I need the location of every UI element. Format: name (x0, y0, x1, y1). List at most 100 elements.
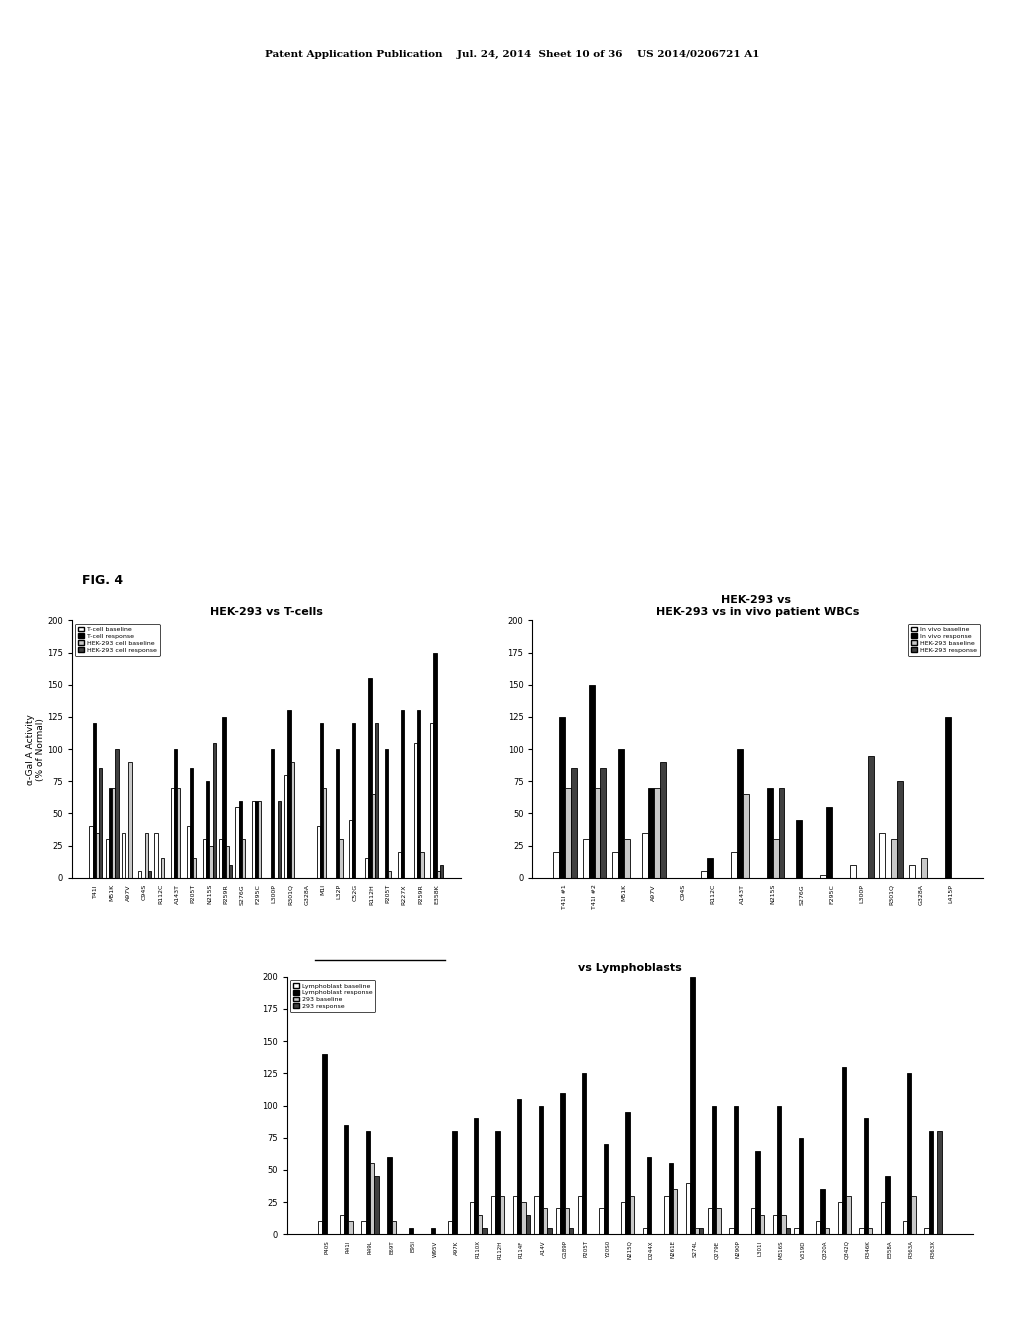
Title: HEK-293 vs ​in​ ​vivo​ patient WBCs: HEK-293 vs ​in​ ​vivo​ patient WBCs (656, 607, 859, 616)
Bar (414, 743, 417, 878)
Bar (171, 788, 174, 878)
Bar (500, 1196, 504, 1234)
Bar (323, 1053, 327, 1234)
Bar (868, 1228, 872, 1234)
Bar (945, 717, 950, 878)
Bar (826, 807, 831, 878)
Bar (397, 853, 401, 878)
Bar (648, 788, 654, 878)
Bar (122, 833, 125, 878)
Bar (937, 1131, 942, 1234)
Bar (642, 833, 648, 878)
Bar (225, 846, 229, 878)
Bar (316, 826, 319, 878)
Bar (583, 840, 589, 878)
Bar (731, 853, 737, 878)
Bar (474, 1118, 478, 1234)
Bar (190, 768, 194, 878)
Bar (729, 1228, 734, 1234)
Bar (859, 1228, 863, 1234)
Bar (795, 1228, 799, 1234)
Bar (323, 788, 327, 878)
Bar (569, 1228, 573, 1234)
Bar (271, 748, 274, 878)
Bar (177, 788, 180, 878)
Bar (863, 1118, 868, 1234)
Bar (925, 1228, 929, 1234)
Bar (229, 865, 232, 878)
Bar (767, 788, 772, 878)
Bar (517, 1100, 521, 1234)
Bar (891, 840, 897, 878)
Bar (535, 1196, 539, 1234)
Bar (375, 723, 378, 878)
Bar (717, 1209, 721, 1234)
Bar (116, 748, 119, 878)
Bar (556, 1209, 560, 1234)
Bar (867, 755, 873, 878)
Bar (278, 800, 281, 878)
Bar (387, 1156, 391, 1234)
Bar (578, 1196, 582, 1234)
Bar (194, 858, 197, 878)
Bar (909, 865, 915, 878)
Bar (897, 781, 903, 878)
Bar (288, 710, 291, 878)
Bar (210, 846, 213, 878)
Bar (846, 1196, 851, 1234)
Bar (252, 800, 255, 878)
Bar (626, 1111, 630, 1234)
Bar (690, 977, 694, 1234)
Bar (772, 840, 778, 878)
Bar (604, 1144, 608, 1234)
Bar (440, 865, 443, 878)
Bar (659, 762, 666, 878)
Bar (128, 762, 131, 878)
Bar (911, 1196, 915, 1234)
Bar (582, 1073, 587, 1234)
Bar (712, 1106, 717, 1234)
Bar (352, 723, 355, 878)
Bar (112, 788, 116, 878)
Bar (570, 768, 577, 878)
Bar (694, 1228, 699, 1234)
Bar (778, 788, 784, 878)
Bar (539, 1106, 543, 1234)
Bar (366, 858, 369, 878)
Bar (902, 1221, 907, 1234)
Bar (492, 1196, 496, 1234)
Bar (595, 788, 600, 878)
Bar (760, 1214, 764, 1234)
Bar (105, 840, 109, 878)
Bar (565, 788, 570, 878)
Bar (842, 1067, 846, 1234)
Bar (560, 1093, 565, 1234)
Bar (777, 1106, 781, 1234)
Bar (161, 858, 164, 878)
Bar (239, 800, 242, 878)
Bar (469, 1203, 474, 1234)
Bar (349, 820, 352, 878)
Bar (258, 800, 261, 878)
Bar (433, 652, 436, 878)
Bar (482, 1228, 486, 1234)
Text: FIG. 4: FIG. 4 (82, 574, 123, 587)
Bar (907, 1073, 911, 1234)
Bar (92, 723, 96, 878)
Bar (612, 853, 618, 878)
Bar (417, 710, 421, 878)
Bar (618, 748, 625, 878)
Bar (478, 1214, 482, 1234)
Bar (543, 1209, 548, 1234)
Bar (339, 840, 342, 878)
Bar (453, 1131, 457, 1234)
Bar (430, 723, 433, 878)
Bar (599, 1209, 604, 1234)
Bar (447, 1221, 453, 1234)
Text: Patent Application Publication    Jul. 24, 2014  Sheet 10 of 36    US 2014/02067: Patent Application Publication Jul. 24, … (265, 50, 759, 59)
Bar (734, 1106, 738, 1234)
Title: vs Lymphoblasts: vs Lymphoblasts (578, 964, 682, 973)
Bar (737, 748, 743, 878)
Bar (824, 1228, 829, 1234)
Bar (797, 820, 802, 878)
